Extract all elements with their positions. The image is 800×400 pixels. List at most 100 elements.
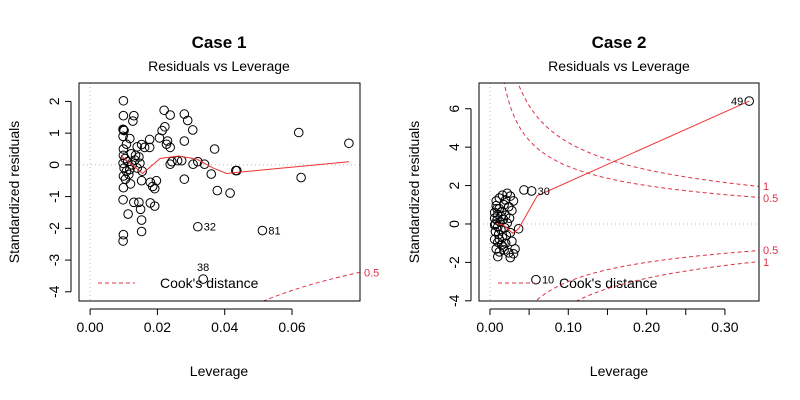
data-point <box>154 133 165 143</box>
y-tick-label: 6 <box>446 105 462 113</box>
x-tick-label: 0.04 <box>211 319 238 335</box>
case-2-subtitle: Residuals vs Leverage <box>548 58 690 74</box>
data-point <box>139 142 150 153</box>
data-point <box>125 179 136 189</box>
y-tick-label: 4 <box>446 143 462 151</box>
data-point <box>188 159 198 170</box>
data-point <box>165 142 175 153</box>
data-point <box>503 247 514 258</box>
y-tick-label: -4 <box>46 285 62 298</box>
case-2-legend-label: Cook's distance <box>559 275 658 291</box>
data-point <box>118 158 128 169</box>
data-point <box>496 211 506 222</box>
case-1-legend-label: Cook's distance <box>160 275 259 291</box>
data-point <box>198 274 208 284</box>
data-point <box>296 172 306 183</box>
data-point <box>513 223 524 234</box>
x-tick-label: 0.00 <box>76 319 103 335</box>
data-point <box>179 174 190 184</box>
cooks-contour-label: 0.5 <box>763 245 778 257</box>
x-tick-label: 0.02 <box>144 319 171 335</box>
data-point <box>118 131 128 142</box>
data-point <box>489 234 500 245</box>
data-point <box>489 220 500 230</box>
plot-box <box>478 82 760 302</box>
data-point <box>212 185 223 196</box>
data-point <box>136 226 147 237</box>
data-point <box>118 95 129 106</box>
data-point <box>187 125 198 135</box>
cooks-contour-label: 1 <box>763 257 769 269</box>
data-point <box>508 196 519 206</box>
plot-area <box>79 83 360 301</box>
y-tick-label: -3 <box>46 254 62 267</box>
data-point <box>125 164 135 175</box>
y-tick-label: -2 <box>46 222 62 235</box>
cooks-contour-label: 0.5 <box>763 193 778 205</box>
data-point <box>121 139 132 150</box>
point-label: 81 <box>268 226 280 238</box>
data-point <box>498 242 509 252</box>
y-tick-label: 0 <box>446 220 462 228</box>
data-point <box>119 163 129 173</box>
y-tick-label: 1 <box>46 129 62 137</box>
x-tick-label: 0.30 <box>711 319 738 335</box>
data-point <box>502 218 512 228</box>
data-point <box>118 171 129 181</box>
y-tick-label: -4 <box>446 294 462 307</box>
data-point <box>144 142 155 153</box>
case-1-title: Case 1 <box>192 33 247 52</box>
y-tick-label: -1 <box>46 190 62 203</box>
data-point <box>505 252 516 263</box>
data-point <box>161 139 172 150</box>
point-label: 32 <box>204 222 216 234</box>
data-point <box>136 215 147 225</box>
case-2-x-axis-label: Leverage <box>590 363 649 379</box>
data-point <box>119 125 129 136</box>
data-point <box>125 133 135 144</box>
data-point <box>519 185 529 195</box>
data-point <box>127 160 137 170</box>
y-tick-label: 2 <box>446 181 462 189</box>
plot-area <box>479 83 759 301</box>
data-point <box>144 134 155 145</box>
data-point <box>118 124 128 135</box>
data-point <box>526 186 537 196</box>
data-point <box>118 144 129 154</box>
data-point <box>206 169 217 179</box>
data-point <box>118 236 128 246</box>
data-point <box>132 163 143 173</box>
data-point <box>492 203 502 214</box>
cooks-distance-contour <box>575 261 759 301</box>
data-point <box>497 190 508 200</box>
data-point <box>151 175 162 186</box>
case-1-y-axis-label: Standardized residuals <box>6 121 22 263</box>
case-2-y-axis-label: Standardized residuals <box>406 121 422 263</box>
data-point <box>500 223 510 233</box>
data-point <box>129 197 139 208</box>
data-point <box>232 165 242 176</box>
data-point <box>492 251 503 262</box>
data-point <box>129 110 139 121</box>
cooks-contour-label: 1 <box>763 181 769 193</box>
point-label: 38 <box>197 262 209 274</box>
data-point <box>494 234 505 245</box>
cooks-distance-contour <box>262 272 360 301</box>
data-point <box>744 96 755 106</box>
point-label: 30 <box>538 186 550 198</box>
data-point <box>159 105 169 116</box>
case-1-x-axis-label: Leverage <box>190 363 249 379</box>
cooks-contour-label: 0.5 <box>364 267 379 279</box>
data-point <box>492 222 503 232</box>
data-point <box>209 144 220 154</box>
smooth-line <box>121 155 349 175</box>
cooks-distance-contour <box>535 250 759 301</box>
data-point <box>165 110 175 120</box>
data-point <box>134 152 144 162</box>
data-point <box>118 110 129 121</box>
data-point <box>199 159 210 170</box>
data-point <box>344 138 354 149</box>
point-label: 10 <box>542 275 554 287</box>
data-point <box>118 194 128 205</box>
x-tick-label: 0.20 <box>633 319 660 335</box>
